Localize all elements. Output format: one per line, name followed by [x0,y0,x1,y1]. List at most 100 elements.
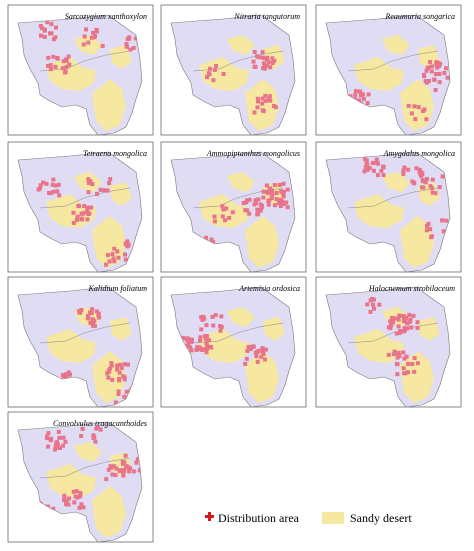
distribution-cell [272,104,276,108]
distribution-cell [93,439,98,444]
distribution-cell [432,77,437,82]
distribution-cell [402,356,407,361]
distribution-cell [397,330,402,335]
distribution-cell [270,189,274,194]
distribution-cell [92,35,97,40]
distribution-cell [401,366,406,371]
distribution-cell [416,105,421,110]
distribution-cell [367,166,372,170]
distribution-cell [198,335,203,340]
distribution-cell [125,239,130,244]
distribution-cell [264,183,269,188]
distribution-cell [49,436,54,441]
distribution-cell [270,61,275,65]
distribution-cell [426,65,431,70]
distribution-cell [67,496,71,501]
distribution-cell [51,54,56,59]
distribution-cell [362,169,367,174]
distribution-cell [263,98,268,103]
distribution-cell [255,54,259,59]
distribution-cell [253,65,258,69]
distribution-cell [124,464,128,469]
distribution-cell [186,336,191,341]
distribution-cell [204,323,209,328]
distribution-cell [251,344,255,349]
distribution-cell [277,183,282,187]
distribution-cell [429,186,434,191]
distribution-cell [42,27,47,32]
distribution-cell [252,110,257,115]
distribution-cell [80,426,85,431]
distribution-cell [433,88,438,92]
distribution-cell [55,189,60,194]
distribution-cell [274,197,279,202]
distribution-cell [262,347,267,352]
distribution-cell [203,336,208,341]
distribution-cell [372,306,376,311]
distribution-cell [255,207,260,212]
map-panel: Halocnemum strobilaceum [315,276,462,407]
species-name: Ammopiptanthus mongolicus [206,149,300,158]
distribution-cell [444,218,449,223]
distribution-cell [246,344,251,349]
distribution-cell [396,324,401,329]
distribution-cell [267,94,272,99]
distribution-cell [424,68,429,73]
distribution-cell [49,22,54,27]
distribution-cell [406,103,411,108]
distribution-cell [417,169,422,174]
distribution-cell [255,96,260,101]
distribution-cell [371,168,376,173]
distribution-cell [46,64,50,68]
distribution-cell [105,188,110,193]
distribution-cell [63,57,68,62]
distribution-cell [87,211,92,216]
distribution-cell [39,33,43,38]
distribution-cell [406,370,410,375]
distribution-cell [189,348,194,353]
distribution-cell [409,325,414,330]
distribution-cell [244,356,249,361]
distribution-cell [102,188,107,193]
species-name: Reaumuria songarica [384,12,455,21]
distribution-cell [218,328,223,333]
distribution-cell [53,445,58,450]
distribution-cell [401,350,406,355]
distribution-cell [71,221,76,225]
distribution-cell [62,493,67,498]
distribution-cell [405,321,410,326]
distribution-cell [430,177,435,182]
distribution-cell [46,444,50,449]
distribution-cell [281,181,286,186]
distribution-cell [194,348,199,352]
distribution-cell [124,389,129,394]
sandy-icon [322,512,344,524]
distribution-cell [253,198,258,203]
distribution-cell [196,347,201,352]
distribution-cell [245,348,250,353]
distribution-cell [394,362,399,366]
distribution-cell [53,35,58,40]
distribution-cell [57,193,62,198]
distribution-cell [204,347,209,351]
distribution-cell [110,472,115,477]
distribution-cell [53,64,58,69]
distribution-cell [44,181,49,186]
map-panel: Sarcozygium xanthoxylon [7,4,154,135]
distribution-cell [221,207,226,212]
distribution-cell [199,327,204,332]
distribution-cell [82,204,87,208]
distribution-cell [38,24,43,28]
distribution-area [348,60,450,122]
distribution-cell [110,252,115,256]
distribution-cell [53,183,58,188]
distribution-cell [392,316,397,321]
distribution-cell [115,367,120,372]
distribution-cell [112,259,117,264]
map-panel: Reaumuria songarica [315,4,462,135]
distribution-cell [394,331,399,336]
distribution-cell [86,205,90,210]
legend-label: Distribution area [218,511,300,525]
distribution-cell [213,219,217,224]
distribution-cell [210,314,215,319]
